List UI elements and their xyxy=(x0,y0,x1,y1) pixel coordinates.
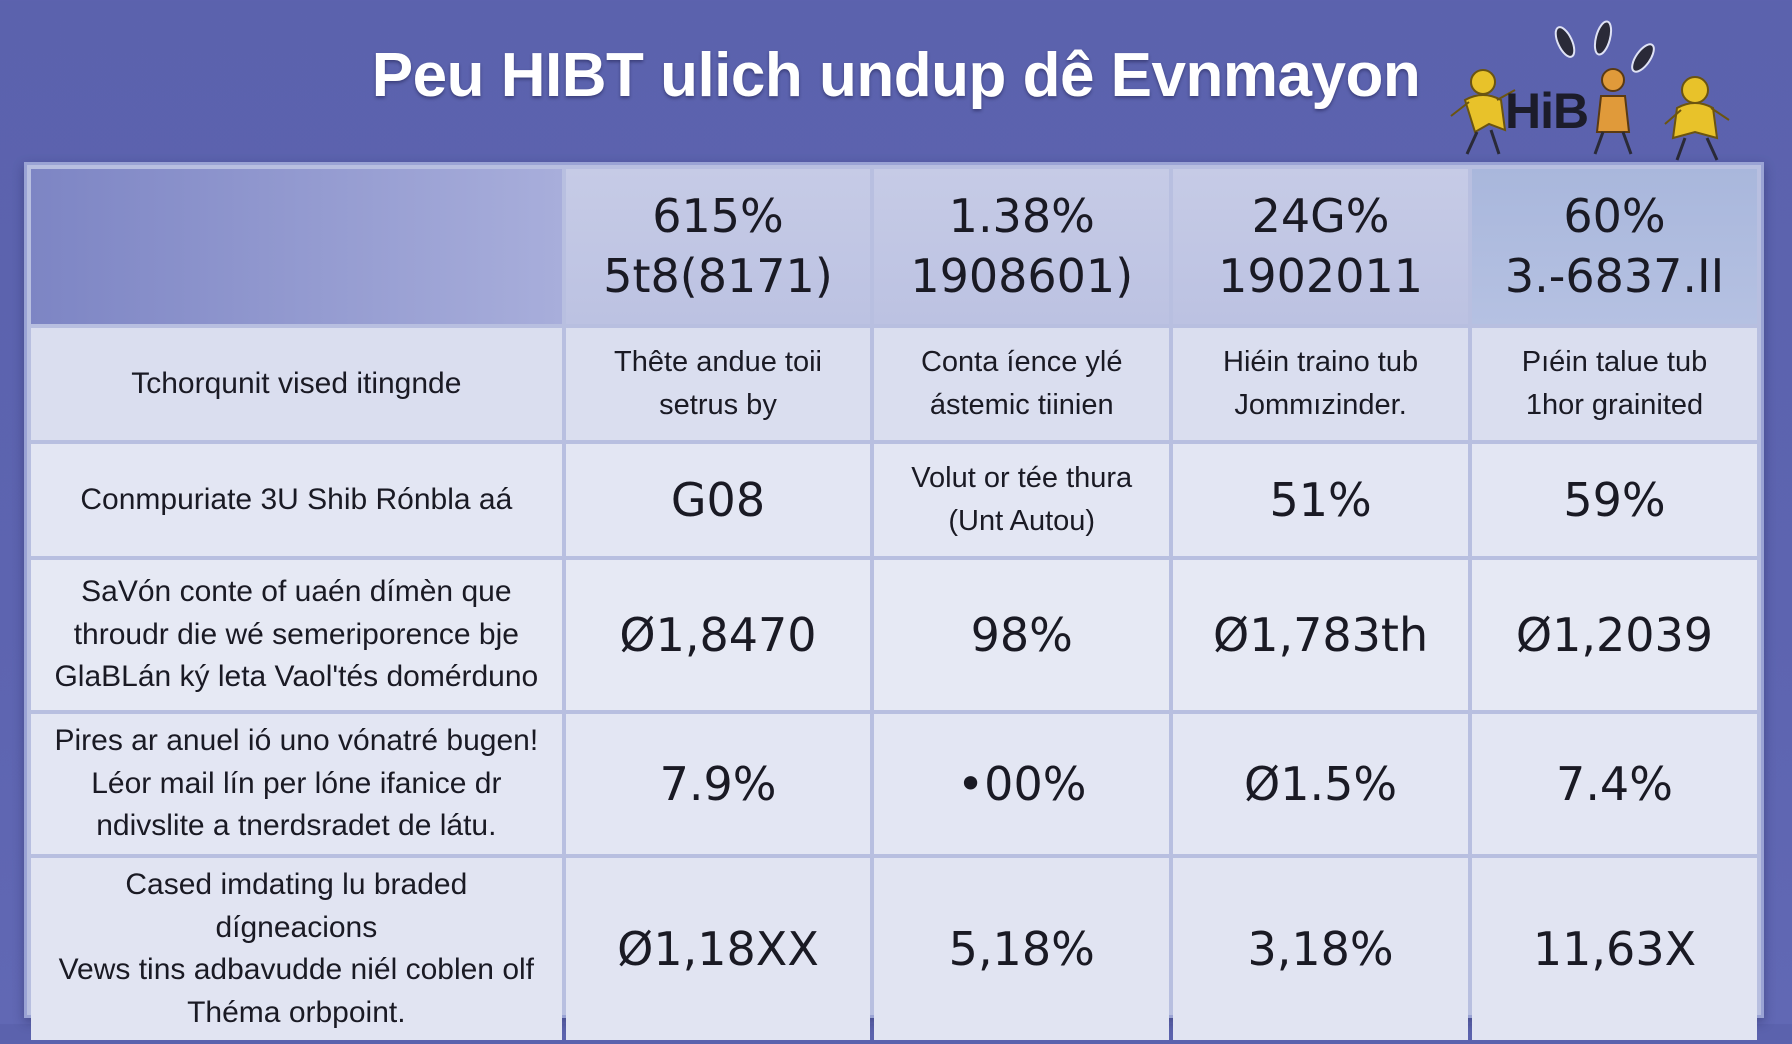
row-label: Pires ar anuel ió uno vónatré bugen! Léo… xyxy=(31,714,562,854)
header-col-2: 1.38% 1908601) xyxy=(874,169,1170,324)
table-row: SaVón conte of uaén dímèn que throudr di… xyxy=(31,560,1757,710)
table-cell: Ø1,783th xyxy=(1173,560,1468,710)
page-title: Peu HIBT ulich undup dê Evnmayon xyxy=(371,41,1421,110)
header-col-1: 615% 5t8(8171) xyxy=(565,169,871,324)
table-cell: Ø1,8470 xyxy=(565,560,871,710)
hibt-logo: HiB xyxy=(1445,20,1745,170)
row-label: Cased imdating lu braded dígneacions Vew… xyxy=(31,858,562,1041)
header-row: 615% 5t8(8171) 1.38% 1908601) 24G% 19020… xyxy=(31,169,1757,324)
table-cell: Conta íence ylé ástemic tiinien xyxy=(874,328,1170,440)
table-row: Pires ar anuel ió uno vónatré bugen! Léo… xyxy=(31,714,1757,854)
table-cell: 59% xyxy=(1471,444,1757,556)
header-col-4: 60% 3.-6837.II xyxy=(1471,169,1757,324)
table-cell: G08 xyxy=(565,444,871,556)
table-cell: 7.4% xyxy=(1471,714,1757,854)
table-cell: 7.9% xyxy=(565,714,871,854)
table-row: Cased imdating lu braded dígneacions Vew… xyxy=(31,858,1757,1041)
row-label: Conmpuriate 3U Shib Rónbla aá xyxy=(31,444,562,556)
table-cell: Hiéin traino tub Jommızinder. xyxy=(1173,328,1468,440)
logo-text: HiB xyxy=(1505,83,1589,139)
header-corner xyxy=(31,169,562,324)
table-cell: 51% xyxy=(1173,444,1468,556)
table-cell: 11,63X xyxy=(1471,858,1757,1041)
table-row: Tchorqunit vised itingnde Thête andue to… xyxy=(31,328,1757,440)
header-col-3: 24G% 1902011 xyxy=(1173,169,1468,324)
comparison-table: 615% 5t8(8171) 1.38% 1908601) 24G% 19020… xyxy=(24,162,1764,1041)
table-cell: Ø1,18XX xyxy=(565,858,871,1041)
table-cell: 3,18% xyxy=(1173,858,1468,1041)
table-cell: Ø1.5% xyxy=(1173,714,1468,854)
table-cell: 98% xyxy=(874,560,1170,710)
table-cell: 5,18% xyxy=(874,858,1170,1041)
table-cell: Ø1,2039 xyxy=(1471,560,1757,710)
table-row: Conmpuriate 3U Shib Rónbla aá G08 Volut … xyxy=(31,444,1757,556)
table-cell: Thête andue toii setrus by xyxy=(565,328,871,440)
table-cell: •00% xyxy=(874,714,1170,854)
cartoon-figures-icon xyxy=(1450,20,1730,161)
row-label: SaVón conte of uaén dímèn que throudr di… xyxy=(31,560,562,710)
row-label: Tchorqunit vised itingnde xyxy=(31,328,562,440)
table-cell: Pıéin talue tub 1hor grainited xyxy=(1471,328,1757,440)
table-cell: Volut or tée thura (Unt Autou) xyxy=(874,444,1170,556)
